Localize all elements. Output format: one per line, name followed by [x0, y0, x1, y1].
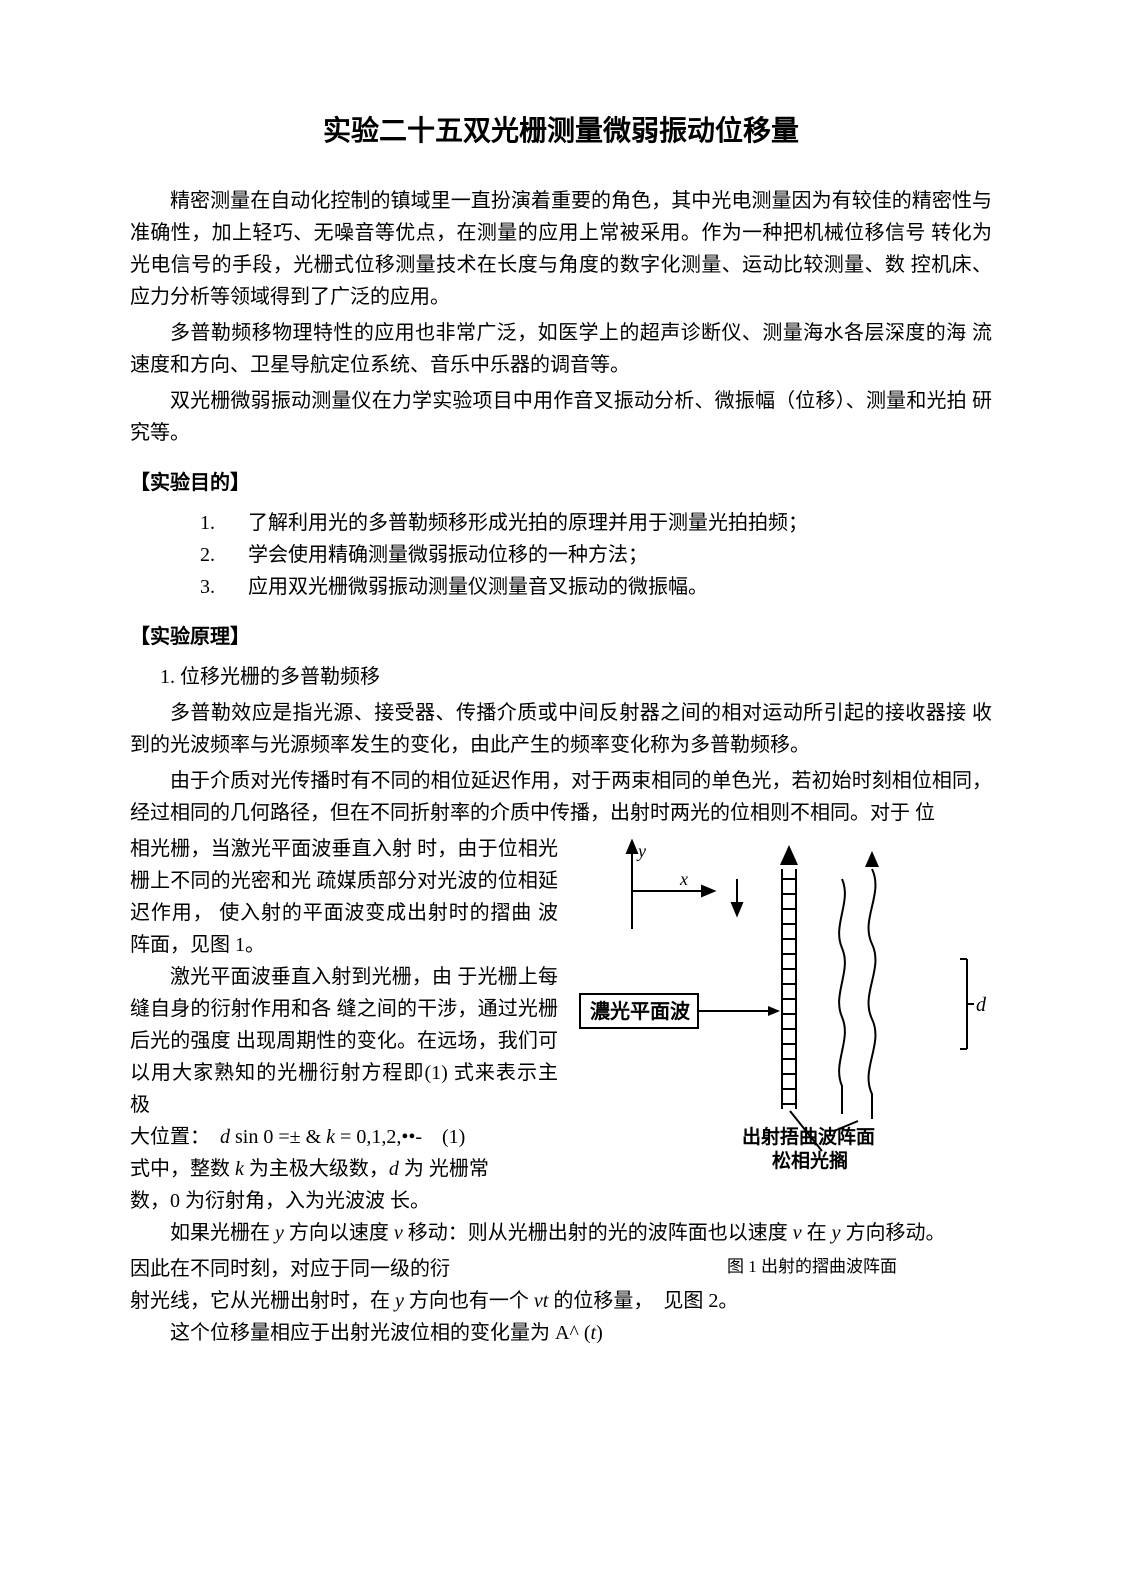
intro-p2: 多普勒频移物理特性的应用也非常广泛，如医学上的超声诊断仪、测量海水各层深度的海 …	[130, 317, 992, 381]
goals-heading: 【实验目的】	[130, 467, 992, 499]
page-title: 实验二十五双光栅测量微弱振动位移量	[130, 110, 992, 155]
principle-p8: 射光线，它从光栅出射时，在 y 方向也有一个 vt 的位移量， 见图 2。	[130, 1285, 992, 1317]
list-num: 2.	[200, 539, 224, 571]
principle-p5: 数，0 为衍射角，入为光波波 长。	[130, 1185, 992, 1217]
figure-label-out-top: 出射捂曲波阵面	[742, 1125, 875, 1148]
principle-p9: 这个位移量相应于出射光波位相的变化量为 A^ (t)	[130, 1317, 992, 1349]
intro-p3: 双光栅微弱振动测量仪在力学实验项目中用作音叉振动分析、微振幅（位移）、测量和光拍…	[130, 385, 992, 449]
list-text: 学会使用精确测量微弱振动位移的一种方法；	[248, 539, 648, 571]
figure-label-in: 濃光平面波	[590, 1000, 691, 1023]
list-text: 应用双光栅微弱振动测量仪测量音叉振动的微振幅。	[248, 571, 708, 603]
list-num: 3.	[200, 571, 224, 603]
goals-list: 1. 了解利用光的多普勒频移形成光拍的原理并用于测量光拍拍频； 2. 学会使用精…	[130, 507, 992, 603]
axis-y-label: y	[636, 841, 646, 861]
principle-subhead-1: 1. 位移光栅的多普勒频移	[130, 661, 992, 693]
text-with-figure: y x	[130, 833, 992, 1217]
list-num: 1.	[200, 507, 224, 539]
figure-1: y x	[572, 839, 992, 1179]
figure-d-label: d	[976, 994, 987, 1016]
principle-heading: 【实验原理】	[130, 621, 992, 653]
figure-1-caption: 图 1 出射的摺曲波阵面	[632, 1253, 992, 1285]
principle-p7: 因此在不同时刻，对应于同一级的衍	[130, 1253, 632, 1285]
principle-p6: 如果光栅在 y 方向以速度 v 移动：则从光栅出射的光的波阵面也以速度 v 在 …	[130, 1217, 992, 1249]
list-item: 2. 学会使用精确测量微弱振动位移的一种方法；	[200, 539, 992, 571]
formula: d sin 0 =± & k = 0,1,2,••- (1)	[215, 1126, 465, 1148]
axis-x-label: x	[679, 869, 688, 889]
list-text: 了解利用光的多普勒频移形成光拍的原理并用于测量光拍拍频；	[248, 507, 808, 539]
formula-label: 大位置：	[130, 1126, 210, 1148]
list-item: 1. 了解利用光的多普勒频移形成光拍的原理并用于测量光拍拍频；	[200, 507, 992, 539]
list-item: 3. 应用双光栅微弱振动测量仪测量音叉振动的微振幅。	[200, 571, 992, 603]
diagram-wavefront-icon: y x	[572, 839, 992, 1179]
principle-p2: 由于介质对光传播时有不同的相位延迟作用，对于两束相同的单色光，若初始时刻相位相同…	[130, 765, 992, 829]
figure-label-out-bottom: 松相光搁	[772, 1149, 848, 1172]
principle-p1: 多普勒效应是指光源、接受器、传播介质或中间反射器之间的相对运动所引起的接收器接 …	[130, 697, 992, 761]
intro-p1: 精密测量在自动化控制的镇域里一直扮演着重要的角色，其中光电测量因为有较佳的精密性…	[130, 185, 992, 313]
